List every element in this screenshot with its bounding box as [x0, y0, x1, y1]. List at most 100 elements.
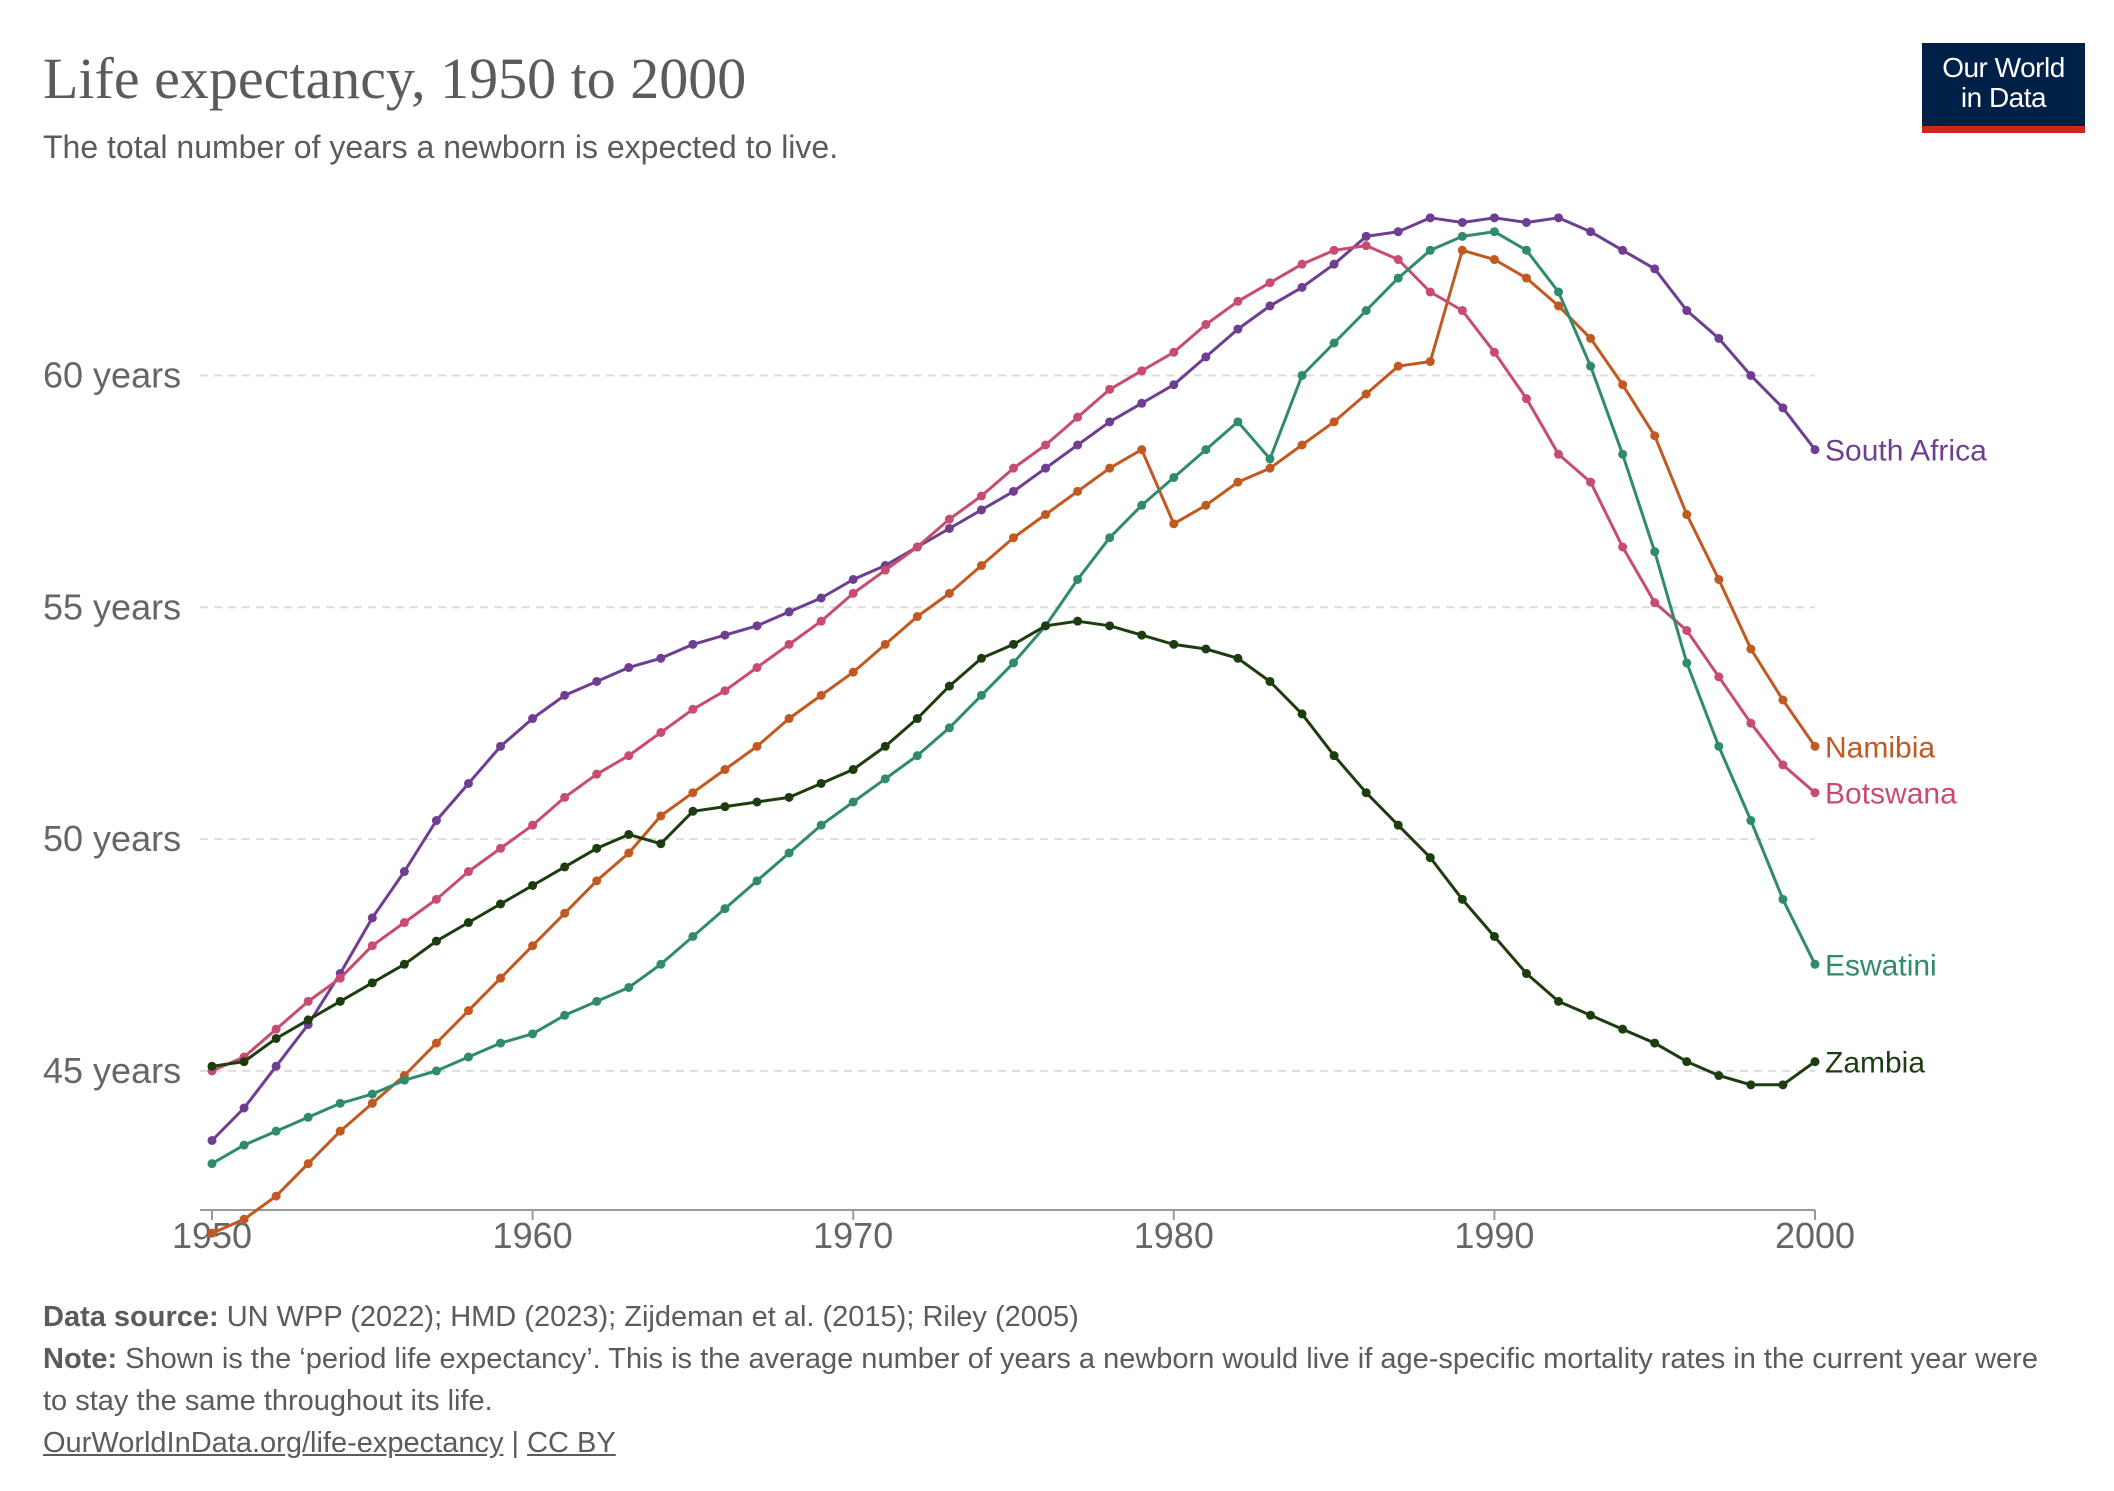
- data-point-eswatini[interactable]: [1393, 273, 1403, 283]
- data-point-botswana[interactable]: [1746, 718, 1756, 728]
- data-point-botswana[interactable]: [1169, 347, 1179, 357]
- data-point-eswatini[interactable]: [367, 1089, 377, 1099]
- data-point-eswatini[interactable]: [1073, 574, 1083, 584]
- data-point-south-africa[interactable]: [528, 714, 538, 724]
- data-point-eswatini[interactable]: [848, 797, 858, 807]
- data-point-namibia[interactable]: [1618, 380, 1628, 390]
- data-point-zambia[interactable]: [1073, 616, 1083, 626]
- data-point-namibia[interactable]: [1521, 273, 1531, 283]
- data-point-botswana[interactable]: [1457, 306, 1467, 316]
- data-point-zambia[interactable]: [528, 880, 538, 890]
- data-point-zambia[interactable]: [239, 1057, 249, 1067]
- data-point-eswatini[interactable]: [1009, 658, 1018, 668]
- data-point-botswana[interactable]: [720, 686, 730, 696]
- data-point-eswatini[interactable]: [1810, 959, 1820, 969]
- data-point-eswatini[interactable]: [1233, 417, 1243, 427]
- data-point-namibia[interactable]: [1073, 486, 1083, 496]
- data-point-eswatini[interactable]: [1650, 547, 1660, 557]
- data-point-eswatini[interactable]: [463, 1052, 473, 1062]
- series-line-botswana[interactable]: [210, 244, 1817, 1073]
- data-point-zambia[interactable]: [1169, 639, 1179, 649]
- data-point-botswana[interactable]: [1105, 384, 1115, 394]
- data-point-eswatini[interactable]: [1778, 894, 1788, 904]
- data-point-botswana[interactable]: [1297, 259, 1307, 269]
- data-point-botswana[interactable]: [1137, 366, 1147, 376]
- data-point-zambia[interactable]: [1618, 1024, 1628, 1034]
- data-point-namibia[interactable]: [1009, 533, 1018, 543]
- data-point-zambia[interactable]: [1650, 1038, 1660, 1048]
- data-point-botswana[interactable]: [399, 918, 409, 928]
- data-point-zambia[interactable]: [656, 839, 666, 849]
- data-point-namibia[interactable]: [1650, 431, 1660, 441]
- data-point-south-africa[interactable]: [1714, 333, 1724, 343]
- data-point-south-africa[interactable]: [1265, 301, 1275, 311]
- data-point-namibia[interactable]: [1489, 255, 1499, 265]
- data-point-south-africa[interactable]: [1810, 445, 1820, 455]
- series-eswatini[interactable]: [207, 227, 1820, 1169]
- data-point-eswatini[interactable]: [1297, 370, 1307, 380]
- data-point-botswana[interactable]: [1810, 788, 1820, 798]
- data-point-zambia[interactable]: [1361, 788, 1371, 798]
- data-point-eswatini[interactable]: [944, 723, 954, 733]
- data-point-eswatini[interactable]: [271, 1126, 281, 1136]
- data-point-eswatini[interactable]: [399, 1075, 409, 1085]
- data-point-zambia[interactable]: [1810, 1057, 1820, 1067]
- data-point-south-africa[interactable]: [1393, 227, 1403, 237]
- data-point-botswana[interactable]: [880, 565, 890, 575]
- series-line-zambia[interactable]: [210, 619, 1817, 1087]
- data-point-namibia[interactable]: [1810, 741, 1820, 751]
- data-point-zambia[interactable]: [367, 978, 377, 988]
- data-point-eswatini[interactable]: [816, 820, 826, 830]
- data-point-zambia[interactable]: [816, 778, 826, 788]
- data-point-namibia[interactable]: [880, 639, 890, 649]
- data-point-namibia[interactable]: [816, 690, 826, 700]
- data-point-south-africa[interactable]: [207, 1135, 217, 1145]
- data-point-namibia[interactable]: [656, 811, 666, 821]
- data-point-south-africa[interactable]: [1682, 306, 1692, 316]
- data-point-eswatini[interactable]: [624, 982, 634, 992]
- data-point-south-africa[interactable]: [752, 621, 762, 631]
- data-point-south-africa[interactable]: [1618, 245, 1628, 255]
- data-point-botswana[interactable]: [303, 996, 313, 1006]
- data-point-namibia[interactable]: [1233, 477, 1243, 487]
- data-point-zambia[interactable]: [848, 765, 858, 775]
- data-point-zambia[interactable]: [463, 918, 473, 928]
- data-point-eswatini[interactable]: [1361, 306, 1371, 316]
- data-point-zambia[interactable]: [1297, 709, 1307, 719]
- data-point-zambia[interactable]: [688, 806, 698, 816]
- data-point-zambia[interactable]: [1041, 621, 1051, 631]
- data-point-south-africa[interactable]: [1041, 463, 1051, 473]
- data-point-botswana[interactable]: [1586, 477, 1596, 487]
- data-point-south-africa[interactable]: [1105, 417, 1115, 427]
- data-point-namibia[interactable]: [1457, 245, 1467, 255]
- data-point-south-africa[interactable]: [944, 523, 954, 533]
- series-line-eswatini[interactable]: [210, 230, 1817, 1166]
- data-point-botswana[interactable]: [784, 639, 794, 649]
- data-point-south-africa[interactable]: [848, 574, 858, 584]
- data-point-south-africa[interactable]: [720, 630, 730, 640]
- data-point-eswatini[interactable]: [239, 1140, 249, 1150]
- data-point-botswana[interactable]: [463, 867, 473, 877]
- data-point-namibia[interactable]: [944, 588, 954, 598]
- data-point-botswana[interactable]: [1233, 296, 1243, 306]
- data-point-south-africa[interactable]: [1329, 259, 1339, 269]
- data-point-zambia[interactable]: [1105, 621, 1115, 631]
- data-point-south-africa[interactable]: [1457, 217, 1467, 227]
- data-point-zambia[interactable]: [431, 936, 441, 946]
- data-point-botswana[interactable]: [944, 514, 954, 524]
- data-point-namibia[interactable]: [431, 1038, 441, 1048]
- data-point-botswana[interactable]: [1618, 542, 1628, 552]
- data-point-namibia[interactable]: [848, 667, 858, 677]
- data-point-eswatini[interactable]: [688, 931, 698, 941]
- data-point-eswatini[interactable]: [784, 848, 794, 858]
- data-point-eswatini[interactable]: [1201, 445, 1211, 455]
- data-point-zambia[interactable]: [1137, 630, 1147, 640]
- data-point-botswana[interactable]: [1073, 412, 1083, 422]
- data-point-botswana[interactable]: [1041, 440, 1051, 450]
- data-point-eswatini[interactable]: [880, 774, 890, 784]
- data-point-south-africa[interactable]: [592, 676, 602, 686]
- data-point-zambia[interactable]: [592, 843, 602, 853]
- data-point-south-africa[interactable]: [271, 1061, 281, 1071]
- data-point-south-africa[interactable]: [1073, 440, 1083, 450]
- owid-logo[interactable]: Our World in Data: [1922, 43, 2085, 133]
